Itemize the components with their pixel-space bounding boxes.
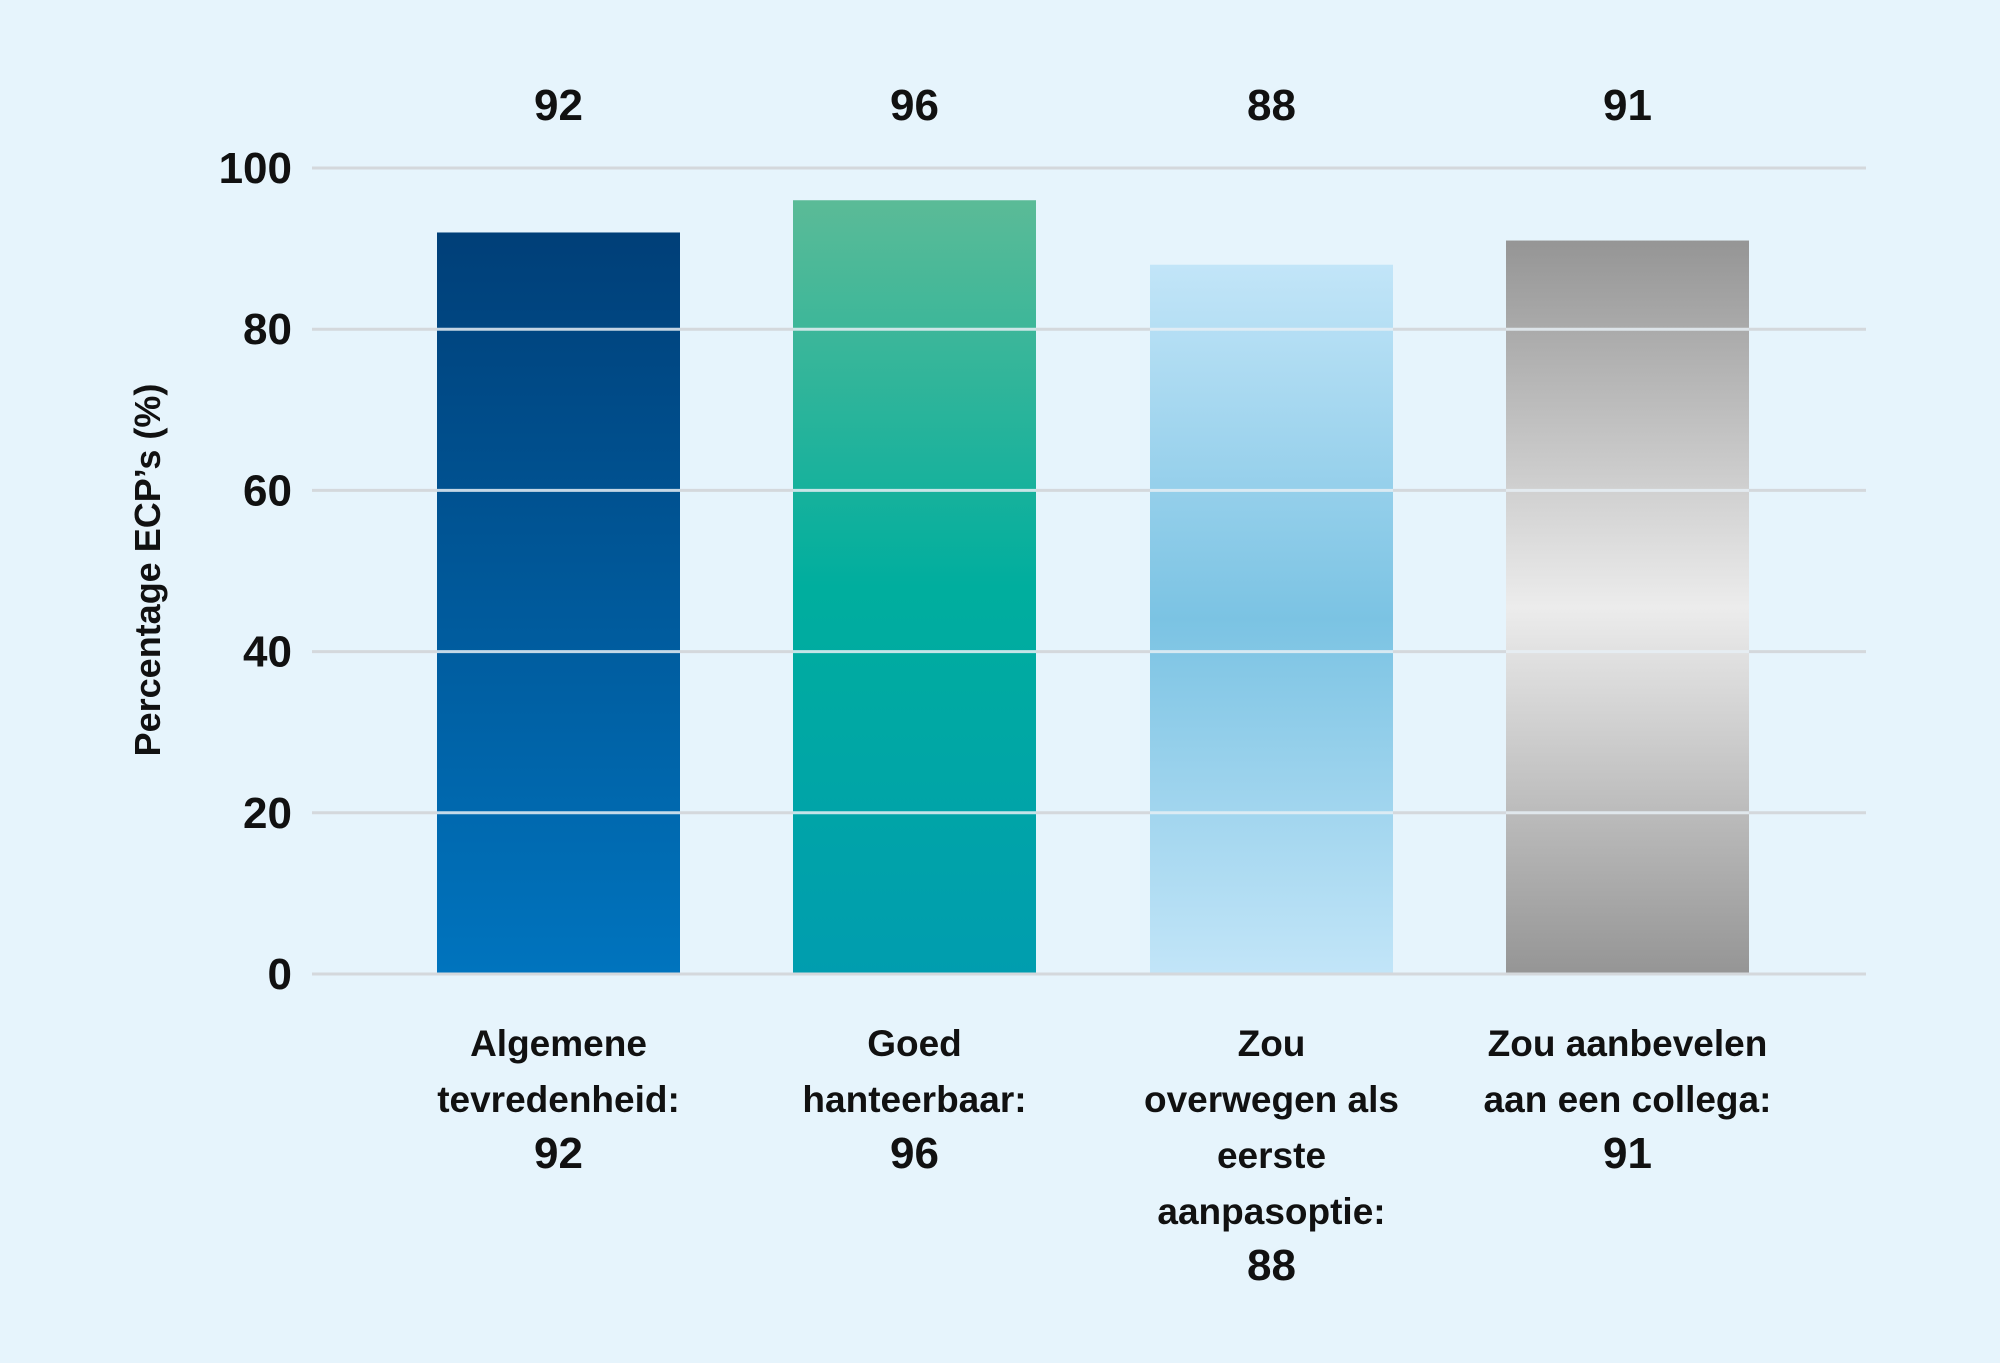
bar xyxy=(1150,264,1393,975)
bar xyxy=(437,232,680,975)
category-label-line: Zou aanbevelen xyxy=(1488,1023,1768,1064)
bars xyxy=(437,200,1749,975)
y-axis-label: Percentage ECP’s (%) xyxy=(127,384,168,757)
value-label: 96 xyxy=(890,81,939,130)
category-label: Algemene tevredenheid: 92 xyxy=(437,1023,680,1178)
y-tick-label: 80 xyxy=(243,305,292,354)
category-label-line: Zou xyxy=(1238,1023,1306,1064)
value-label: 88 xyxy=(1247,81,1296,130)
category-label-line: eerste xyxy=(1217,1135,1326,1176)
category-label: Goed hanteerbaar: 96 xyxy=(802,1023,1026,1178)
bar xyxy=(1506,240,1749,975)
category-label-line: Algemene xyxy=(470,1023,647,1064)
y-tick-label: 0 xyxy=(268,950,292,999)
bar xyxy=(793,200,1036,975)
category-value: 92 xyxy=(534,1129,583,1178)
category-value: 91 xyxy=(1603,1129,1652,1178)
category-label-line: overwegen als xyxy=(1144,1079,1399,1120)
category-label: Zou aanbevelen aan een collega: 91 xyxy=(1484,1023,1772,1178)
y-tick-label: 40 xyxy=(243,628,292,677)
y-tick-label: 60 xyxy=(243,466,292,515)
category-value: 88 xyxy=(1247,1241,1296,1290)
category-label-line: aanpasoptie: xyxy=(1157,1191,1385,1232)
category-label-line: aan een collega: xyxy=(1484,1079,1772,1120)
category-label: Zou overwegen als eerste aanpasoptie: 88 xyxy=(1144,1023,1399,1290)
category-labels: Algemene tevredenheid: 92 Goed hanteerbaar: 9… xyxy=(437,1023,1771,1290)
value-label: 92 xyxy=(534,81,583,130)
value-labels: 92 96 88 91 xyxy=(534,81,1652,130)
value-label: 91 xyxy=(1603,81,1652,130)
category-label-line: hanteerbaar: xyxy=(802,1079,1026,1120)
category-label-line: Goed xyxy=(867,1023,962,1064)
gridlines-over-bars xyxy=(312,327,1866,976)
y-tick-label: 20 xyxy=(243,789,292,838)
y-tick-labels: 0 20 40 60 80 100 xyxy=(219,144,292,999)
category-value: 96 xyxy=(890,1129,939,1178)
y-tick-label: 100 xyxy=(219,144,292,193)
category-label-line: tevredenheid: xyxy=(437,1079,680,1120)
